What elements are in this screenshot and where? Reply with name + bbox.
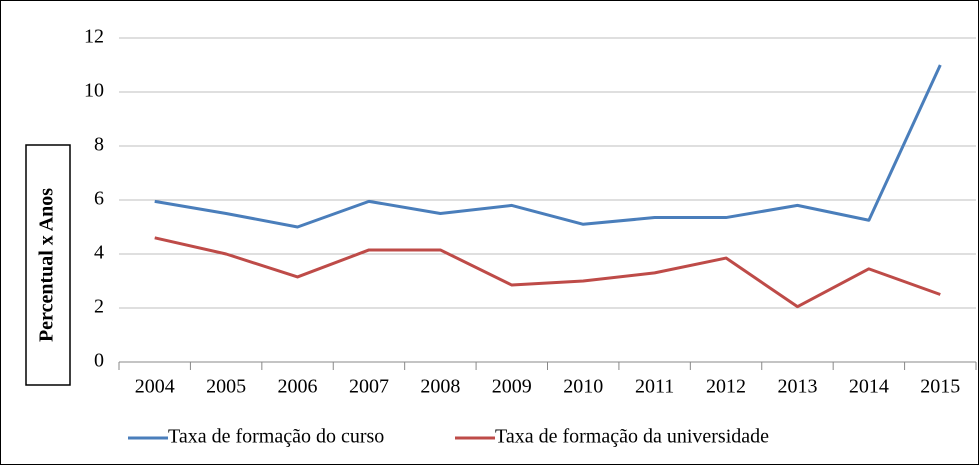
series-line xyxy=(154,64,942,229)
x-tick-label: 2008 xyxy=(420,376,460,398)
series-line xyxy=(154,236,941,309)
x-tick-label: 2007 xyxy=(349,376,389,398)
x-tick-label: 2015 xyxy=(920,376,960,398)
y-label-box xyxy=(25,144,71,386)
y-tick-label: 4 xyxy=(94,242,104,264)
y-tick-label: 10 xyxy=(84,80,104,102)
y-tick-label: 8 xyxy=(94,134,104,156)
x-tick-label: 2013 xyxy=(777,376,817,398)
y-tick-label: 12 xyxy=(84,26,104,48)
legend-label: Taxa de formação do curso xyxy=(168,426,384,448)
x-tick-label: 2004 xyxy=(135,376,175,398)
x-tick-label: 2011 xyxy=(635,376,674,398)
legend-label: Taxa de formação da universidade xyxy=(495,426,769,448)
x-tick-label: 2006 xyxy=(278,376,318,398)
x-tick-label: 2005 xyxy=(206,376,246,398)
x-tick-label: 2014 xyxy=(849,376,889,398)
x-tick-label: 2012 xyxy=(706,376,746,398)
y-tick-label: 6 xyxy=(94,188,104,210)
y-axis-label: Percentual x Anos xyxy=(36,188,58,342)
y-tick-label: 0 xyxy=(94,350,104,372)
x-tick-label: 2010 xyxy=(563,376,603,398)
y-tick-label: 2 xyxy=(94,296,104,318)
x-tick-label: 2009 xyxy=(492,376,532,398)
